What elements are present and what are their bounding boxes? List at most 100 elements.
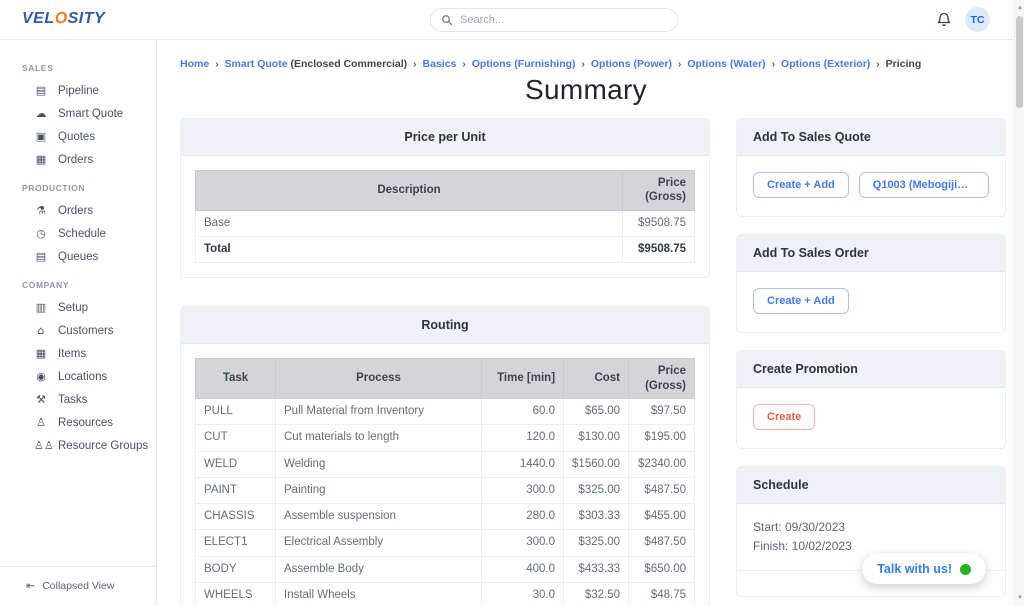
sidebar-item-production-schedule[interactable]: ◷Schedule [0,222,156,245]
sidebar-item-sales-quotes[interactable]: ▣Quotes [0,125,156,148]
routing-table: TaskProcessTime [min]CostPrice (Gross)PU… [195,358,695,606]
table-cell: 400.0 [482,556,564,582]
table-header-row: DescriptionPrice (Gross) [196,171,695,211]
main-content: Home›Smart Quote (Enclosed Commercial)›B… [158,41,1014,606]
sidebar-item-label: Queues [58,251,98,263]
items-boxes-icon: ▦ [34,347,48,360]
smart-quote-cloud-icon: ☁ [34,107,48,120]
price-per-unit-card: Price per Unit DescriptionPrice (Gross)B… [180,118,710,278]
sidebar-item-label: Customers [58,325,114,337]
sidebar-item-company-tasks[interactable]: ⚒Tasks [0,388,156,411]
table-cell: BODY [196,556,276,582]
vertical-scrollbar[interactable]: ▲ ▼ [1014,0,1024,606]
tasks-icon: ⚒ [34,393,48,406]
customers-icon: ⌂ [34,324,48,337]
sidebar-item-sales-pipeline[interactable]: ▤Pipeline [0,79,156,102]
sidebar-item-sales-smart-quote[interactable]: ☁Smart Quote [0,102,156,125]
table-cell: 280.0 [482,504,564,530]
sidebar-item-company-items[interactable]: ▦Items [0,342,156,365]
table-cell: 300.0 [482,477,564,503]
breadcrumb-link-basics[interactable]: Basics [423,58,457,70]
user-avatar[interactable]: TC [965,7,990,32]
breadcrumb-link-smart-quote[interactable]: Smart Quote [225,58,288,70]
breadcrumb-link-options-power[interactable]: Options (Power) [591,58,672,70]
table-row: Base$9508.75 [196,210,695,236]
breadcrumb-current: Pricing [886,58,922,70]
table-cell: PAINT [196,477,276,503]
sales-orders-icon: ▦ [34,153,48,166]
search-input[interactable] [460,14,667,26]
online-status-dot [960,564,971,575]
scrollbar-up-arrow-icon[interactable]: ▲ [1015,2,1024,14]
table-cell: $48.75 [629,582,695,606]
sidebar-item-company-resources[interactable]: ♙Resources [0,411,156,434]
sidebar-item-label: Resource Groups [58,440,148,452]
chevron-right-icon: › [772,59,775,70]
total-cell: Total [196,237,623,263]
sidebar-section-label: SALES [0,51,156,79]
table-cell: CUT [196,425,276,451]
chat-widget-button[interactable]: Talk with us! [862,554,986,584]
add-to-sales-order-card: Add To Sales Order Create + Add [736,234,1006,333]
sidebar-section-label: COMPANY [0,268,156,296]
table-cell: Install Wheels [276,582,482,606]
sidebar-item-company-locations[interactable]: ◉Locations [0,365,156,388]
table-row: CUTCut materials to length120.0$130.00$1… [196,425,695,451]
breadcrumb-link-home[interactable]: Home [180,58,209,70]
sidebar-item-label: Schedule [58,228,106,240]
table-cell: $1560.00 [564,451,629,477]
table-cell: Painting [276,477,482,503]
table-cell: $32.50 [564,582,629,606]
table-row: ELECT1Electrical Assembly300.0$325.00$48… [196,530,695,556]
sidebar-item-label: Resources [58,417,113,429]
sidebar-item-company-resource-groups[interactable]: ♙♙ Resource Groups [0,434,156,457]
sidebar-item-production-queues[interactable]: ▤Queues [0,245,156,268]
notifications-bell-icon[interactable] [936,11,952,33]
table-cell: CHASSIS [196,504,276,530]
table-row: PAINTPainting300.0$325.00$487.50 [196,477,695,503]
table-row: PULLPull Material from Inventory60.0$65.… [196,399,695,425]
scrollbar-thumb[interactable] [1016,16,1023,108]
sidebar-item-sales-orders[interactable]: ▦Orders [0,148,156,171]
table-total-row: Total$9508.75 [196,237,695,263]
table-row: CHASSISAssemble suspension280.0$303.33$4… [196,504,695,530]
column-header-process: Process [276,359,482,399]
sales-quote-select-dropdown[interactable]: Q1003 (Mebogijiwixyjazhib...▾ [859,172,989,198]
setup-building-icon: ▥ [34,301,48,314]
chevron-right-icon: › [678,59,681,70]
table-cell: $9508.75 [623,210,695,236]
sidebar-item-company-customers[interactable]: ⌂ Customers [0,319,156,342]
table-cell: $487.50 [629,530,695,556]
collapsed-view-button[interactable]: ⇤ Collapsed View [0,566,156,606]
table-cell: 120.0 [482,425,564,451]
collapse-sidebar-icon: ⇤ [26,579,35,592]
table-cell: $650.00 [629,556,695,582]
table-cell: $325.00 [564,530,629,556]
global-search[interactable] [430,8,678,32]
breadcrumb: Home›Smart Quote (Enclosed Commercial)›B… [180,41,992,70]
sales-order-create-add-button[interactable]: Create + Add [753,288,849,314]
promotion-create-button[interactable]: Create [753,404,815,430]
quotes-icon: ▣ [34,130,48,143]
scrollbar-down-arrow-icon[interactable]: ▼ [1015,592,1024,604]
chevron-right-icon: › [876,59,879,70]
table-cell: ELECT1 [196,530,276,556]
sidebar-item-company-setup[interactable]: ▥Setup [0,296,156,319]
production-orders-flask-icon: ⚗ [34,204,48,217]
locations-pin-icon: ◉ [34,370,48,383]
schedule-title: Schedule [737,467,1005,504]
table-cell: 30.0 [482,582,564,606]
breadcrumb-link-options-water[interactable]: Options (Water) [687,58,765,70]
page-title: Summary [180,74,992,106]
table-cell: Pull Material from Inventory [276,399,482,425]
table-row: WHEELSInstall Wheels30.0$32.50$48.75 [196,582,695,606]
routing-title: Routing [181,307,709,344]
chevron-right-icon: › [215,59,218,70]
breadcrumb-link-options-exterior[interactable]: Options (Exterior) [781,58,870,70]
resource-groups-icon: ♙♙ [34,439,48,452]
sidebar-item-production-orders[interactable]: ⚗Orders [0,199,156,222]
table-cell: $433.33 [564,556,629,582]
sales-quote-create-add-button[interactable]: Create + Add [753,172,849,198]
chevron-right-icon: › [582,59,585,70]
breadcrumb-link-options-furnishing[interactable]: Options (Furnishing) [472,58,576,70]
